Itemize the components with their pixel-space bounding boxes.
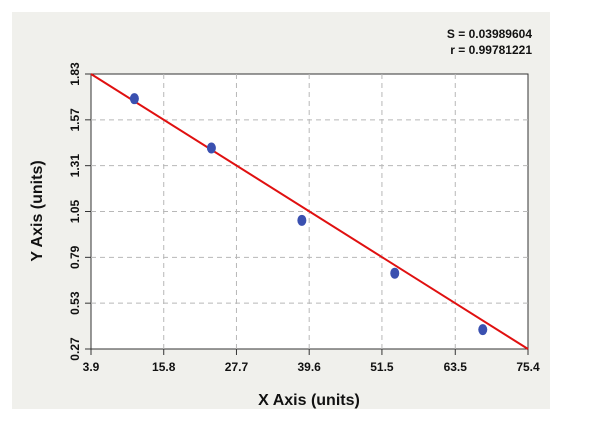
scatter-chart: 3.9 15.8 27.7 39.6 51.5 63.5 75.4 0.27 0.53 0.79 1… (29, 27, 540, 409)
x-tick-label: 75.4 (516, 360, 540, 374)
y-tick-label: 0.53 (68, 291, 82, 315)
y-axis-title: Y Axis (units) (29, 160, 46, 261)
data-point (478, 324, 488, 336)
y-tick-label: 1.57 (68, 108, 82, 132)
stat-s: S = 0.03989604 (447, 27, 532, 41)
x-axis-title: X Axis (units) (258, 392, 360, 409)
chart-container: 3.9 15.8 27.7 39.6 51.5 63.5 75.4 0.27 0.53 0.79 1… (12, 12, 550, 409)
x-tick-label: 63.5 (444, 360, 468, 374)
y-tick-label: 1.05 (68, 199, 82, 223)
y-tick-label: 0.79 (68, 245, 82, 269)
data-point (297, 214, 307, 226)
x-tick-label: 27.7 (225, 360, 249, 374)
y-tick-label: 1.31 (68, 154, 82, 178)
y-tick-label: 0.27 (68, 337, 82, 361)
x-tick-label: 3.9 (83, 360, 100, 374)
x-tick-label: 39.6 (298, 360, 322, 374)
data-point (390, 267, 400, 279)
y-tick-label: 1.83 (68, 62, 82, 86)
data-point (206, 142, 216, 154)
fit-line (90, 73, 529, 350)
data-point (129, 93, 139, 105)
x-tick-label: 51.5 (370, 360, 394, 374)
x-tick-label: 15.8 (152, 360, 176, 374)
stat-r: r = 0.99781221 (450, 43, 532, 57)
